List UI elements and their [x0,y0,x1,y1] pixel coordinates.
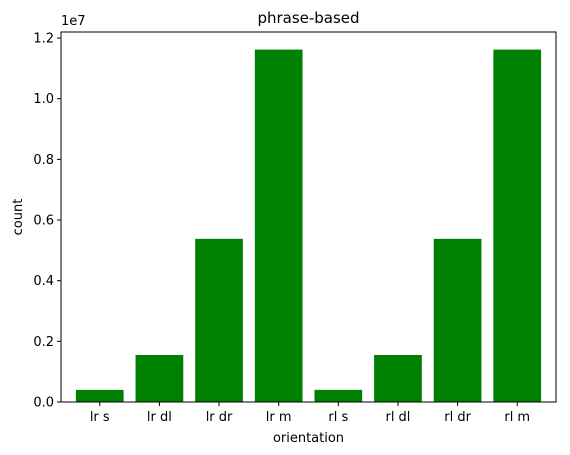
y-tick-label: 0.6 [33,214,54,229]
bar-lr-s [76,390,124,402]
bar-lr-dr [195,239,243,402]
y-tick-label: 1.0 [33,92,54,107]
x-tick-label: rl dl [385,410,410,425]
bars-group [76,50,541,402]
bar-rl-s [314,390,362,402]
y-tick-label: 0.8 [33,153,54,168]
x-tick-label: lr dl [147,410,172,425]
x-tick-label: lr s [90,410,110,425]
bar-lr-m [255,50,303,402]
x-tick-label: rl s [328,410,348,425]
x-axis-label: orientation [273,431,344,446]
y-tick-label: 0.4 [33,274,54,289]
bar-rl-dl [374,355,422,402]
bar-rl-dr [434,239,482,402]
plot-area-frame [61,32,556,402]
y-tick-label: 1.2 [33,32,54,47]
y-tick-label: 0.2 [33,335,54,350]
x-tick-label: lr m [266,410,292,425]
y-axis-label: count [11,199,26,236]
x-tick-label: lr dr [206,410,233,425]
chart-title: phrase-based [257,9,359,27]
bar-lr-dl [136,355,184,402]
bar-rl-m [493,50,541,402]
x-tick-label: rl dr [444,410,471,425]
y-tick-label: 0.0 [33,396,54,411]
y-axis-offset-label: 1e7 [61,14,86,29]
x-tick-label: rl m [504,410,530,425]
